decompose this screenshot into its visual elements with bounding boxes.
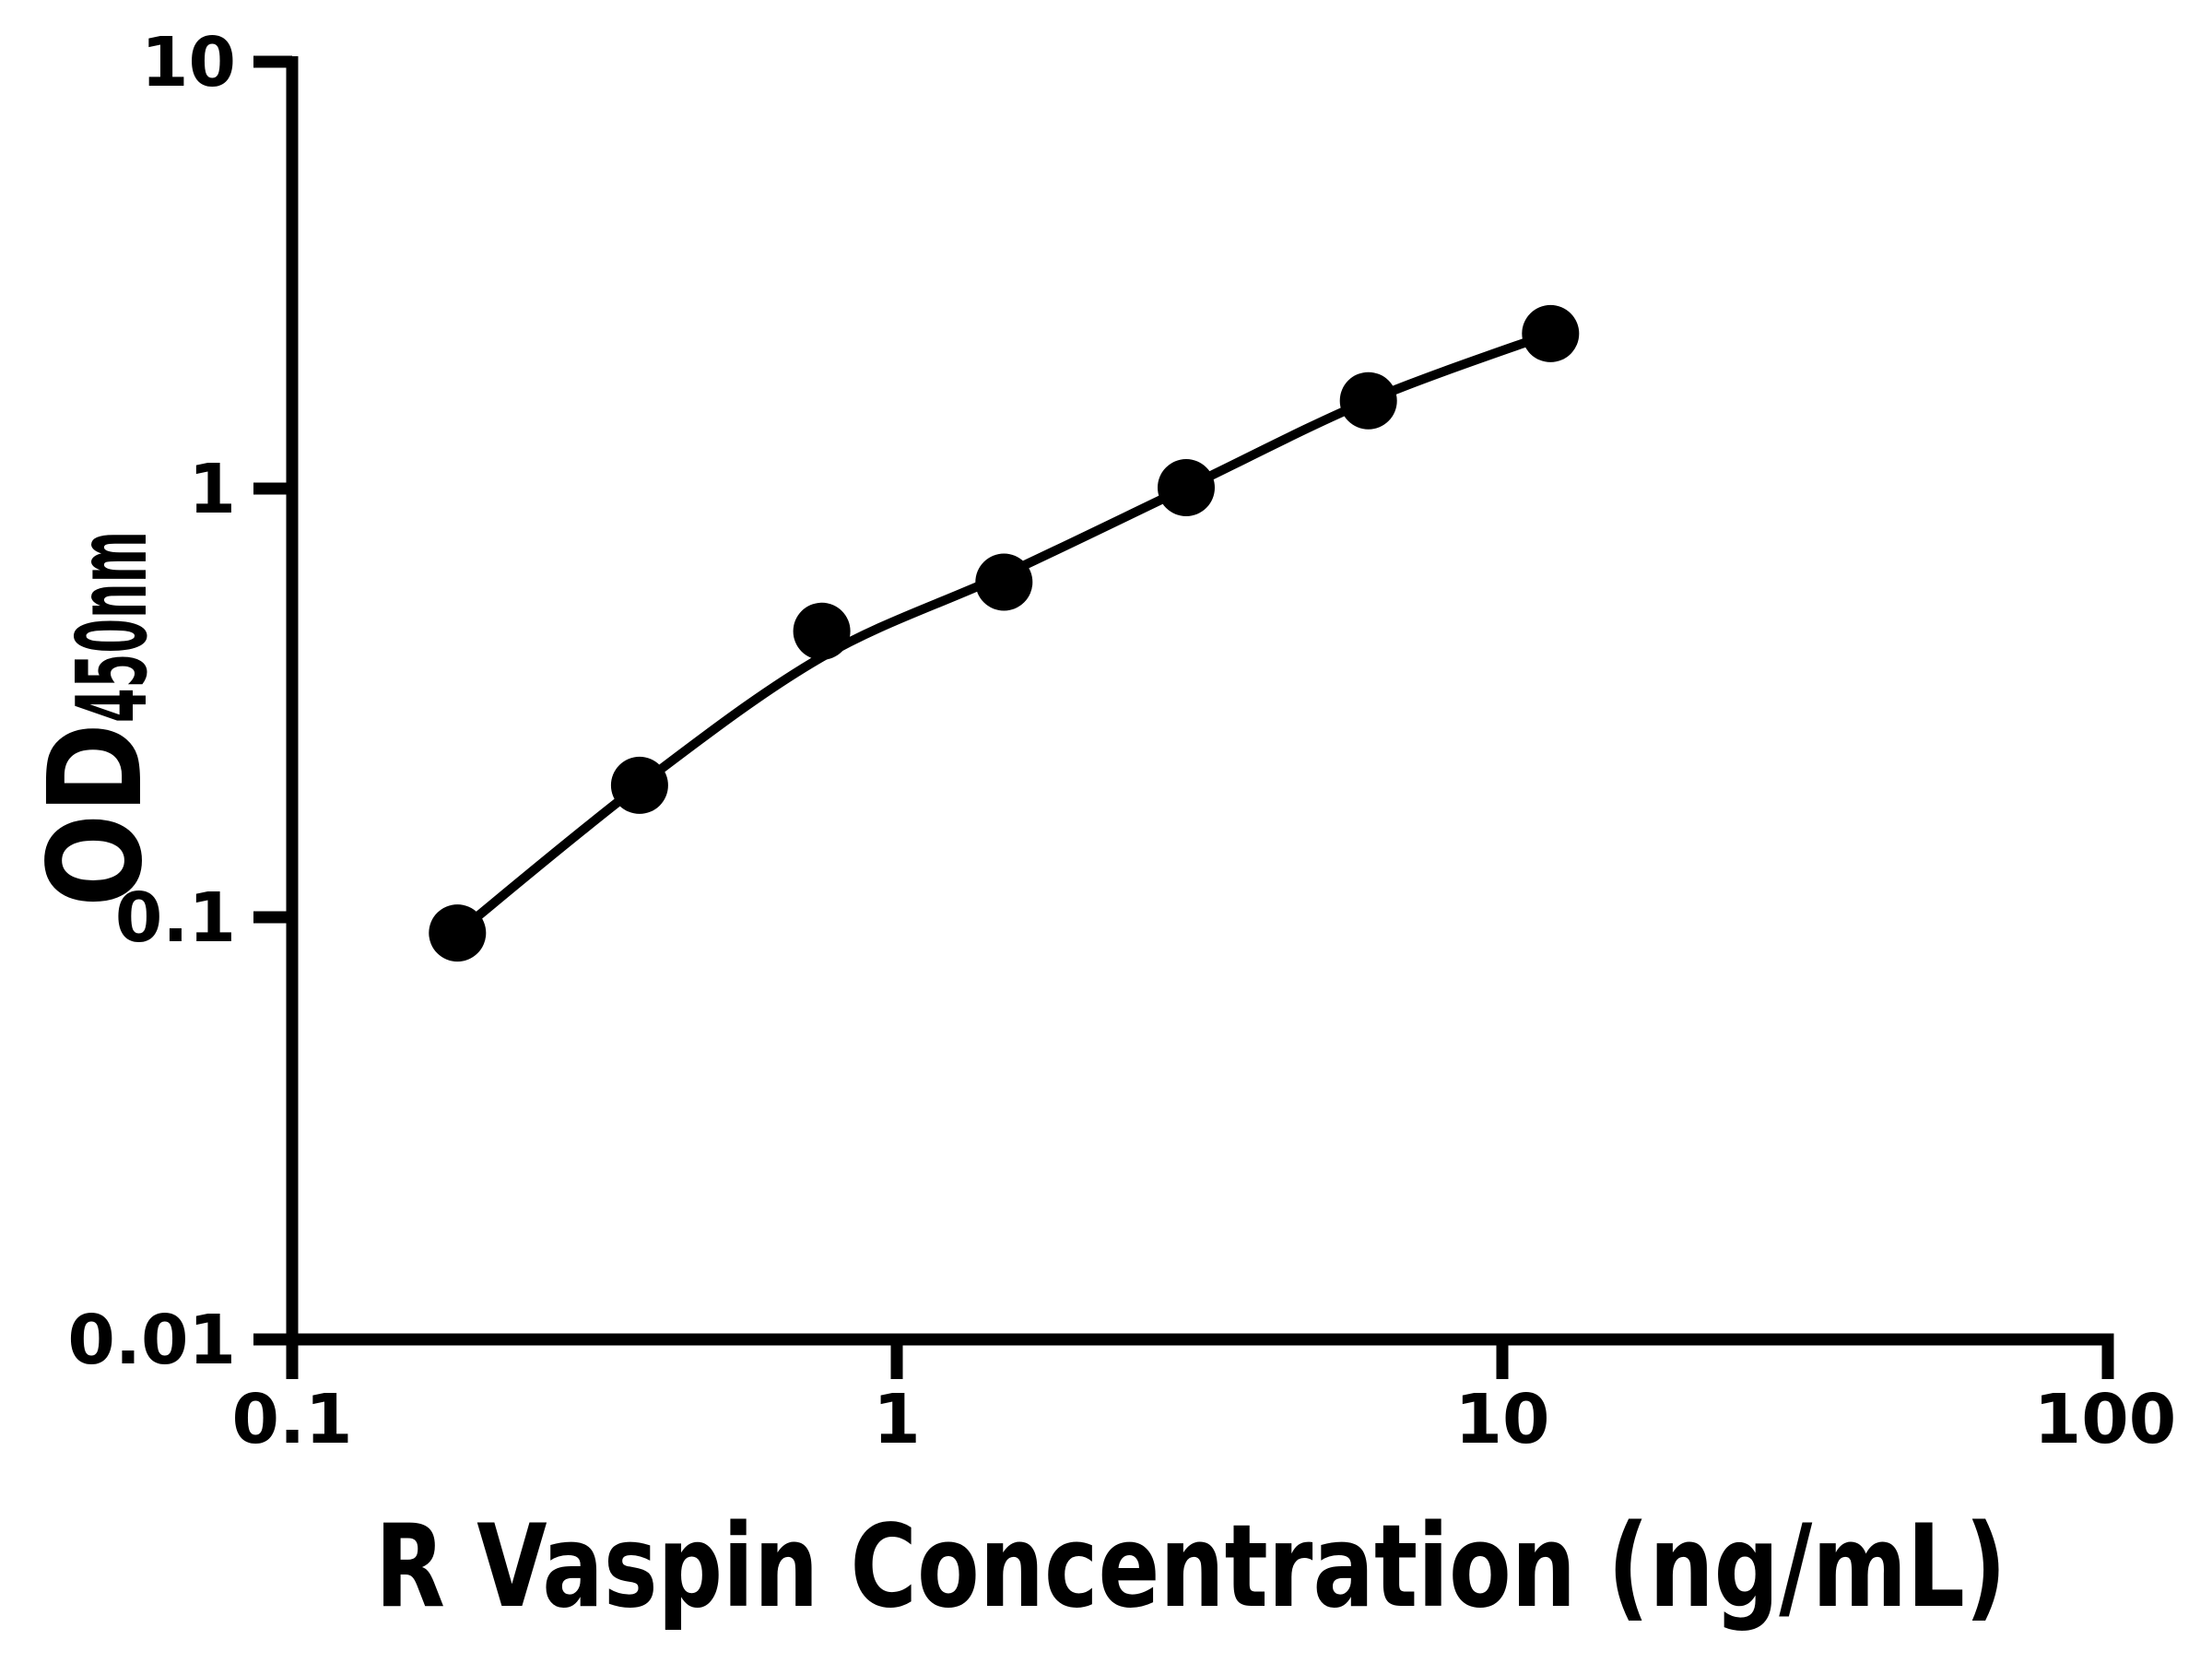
x-tick-label-10: 10 xyxy=(1455,1380,1550,1459)
x-axis-title: R Vaspin Concentration (ng/mL) xyxy=(375,1501,2006,1634)
data-point-4 xyxy=(1158,459,1215,516)
x-tick-label-0.1: 0.1 xyxy=(231,1380,352,1459)
data-point-6 xyxy=(1522,304,1580,362)
fit-curve-group xyxy=(454,329,1553,938)
data-point-1 xyxy=(610,756,668,814)
x-tick-label-100: 100 xyxy=(2034,1380,2176,1459)
y-tick-label-1: 1 xyxy=(189,450,237,529)
axis-spines xyxy=(286,56,2114,1346)
x-tick-label-1: 1 xyxy=(873,1380,921,1459)
x-tick-labels: 0.1 1 10 100 xyxy=(231,1380,2176,1459)
y-tick-labels: 10 1 0.1 0.01 xyxy=(67,23,236,1380)
data-point-3 xyxy=(975,553,1033,611)
axes xyxy=(286,56,2114,1346)
fitted-curve xyxy=(454,329,1553,938)
data-points-group xyxy=(429,304,1580,962)
y-tick-label-10: 10 xyxy=(141,23,236,102)
data-point-5 xyxy=(1339,372,1397,430)
y-axis-title: OD450nm xyxy=(21,531,171,907)
data-point-2 xyxy=(793,602,851,660)
y-ticks xyxy=(253,55,292,1346)
x-ticks xyxy=(286,1339,2114,1379)
y-axis-title-main: OD xyxy=(21,723,171,907)
y-tick-label-0.1: 0.1 xyxy=(115,879,236,958)
y-tick-label-0.01: 0.01 xyxy=(67,1301,236,1380)
data-point-0 xyxy=(429,904,487,962)
y-axis-title-subscript: 450nm xyxy=(56,531,169,723)
